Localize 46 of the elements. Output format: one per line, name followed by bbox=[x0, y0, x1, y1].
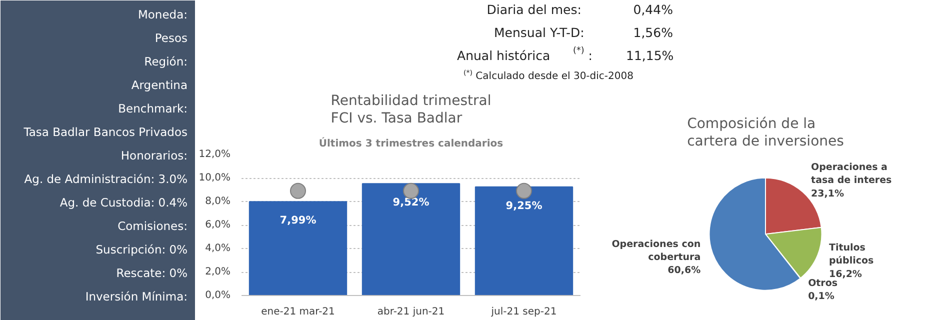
data-label: 9,52% bbox=[392, 196, 430, 209]
slice-label: Titulos públicos bbox=[828, 242, 874, 267]
slice-label: Operaciones con cobertura bbox=[612, 238, 701, 263]
y-tick-label: 8,0% bbox=[205, 196, 230, 207]
text: Diaria del mes: bbox=[486, 2, 582, 17]
text: Argentina bbox=[131, 78, 188, 92]
text: Pesos bbox=[154, 31, 188, 45]
slice-label: Otros bbox=[808, 278, 838, 290]
data-label: 60,6% bbox=[668, 265, 702, 276]
bar bbox=[362, 183, 460, 296]
text: Honorarios: bbox=[120, 148, 188, 162]
text: 1,56% bbox=[633, 25, 674, 40]
text: Moneda: bbox=[138, 8, 188, 22]
y-tick-label: 6,0% bbox=[205, 220, 230, 230]
x-tick-label: ene-21 mar-21 bbox=[261, 306, 335, 318]
x-tick-label: jul-21 sep-21 bbox=[490, 306, 557, 318]
y-tick-label: 12,0% bbox=[198, 149, 231, 160]
data-label: 7,99% bbox=[280, 214, 317, 227]
y-tick-label: 0,0% bbox=[205, 290, 230, 301]
chart-title: Composición de la cartera de inversiones bbox=[687, 116, 844, 150]
text: Ag. de Custodia: 0.4% bbox=[60, 196, 188, 210]
text: Suscripción: 0% bbox=[96, 242, 188, 256]
text: 11,15% bbox=[626, 48, 674, 63]
text: Rescate: 0% bbox=[116, 266, 188, 280]
y-tick-label: 10,0% bbox=[198, 172, 231, 184]
bar bbox=[474, 186, 574, 296]
text: Comisiones: bbox=[118, 219, 188, 233]
text: Ag. de Administración: 3.0% bbox=[24, 172, 188, 186]
x-tick-label: abr-21 jun-21 bbox=[377, 306, 445, 318]
bar bbox=[248, 201, 348, 296]
chart-subtitle: Últimos 3 trimestres calendarios bbox=[318, 136, 504, 150]
text: Tasa Badlar Bancos Privados bbox=[22, 125, 188, 139]
text: Anual histórica (*): bbox=[457, 46, 592, 63]
y-tick-label: 4,0% bbox=[205, 243, 230, 254]
y-tick-label: 2,0% bbox=[205, 266, 230, 278]
data-label: 16,2% bbox=[828, 268, 862, 280]
text: 0,44% bbox=[633, 2, 674, 17]
chart-title: Rentabilidad trimestral FCI vs. Tasa Badlar bbox=[330, 92, 492, 126]
data-label: 23,1% bbox=[811, 188, 844, 200]
text: Mensual Y-T-D: bbox=[494, 25, 584, 40]
data-label: 9,25% bbox=[506, 200, 543, 212]
data-label: 0,1% bbox=[808, 291, 835, 302]
text: Inversión Mínima: bbox=[85, 290, 188, 304]
slice-label: Operaciones a tasa de interes bbox=[811, 162, 892, 186]
text: Región: bbox=[144, 54, 188, 68]
text: Benchmark: bbox=[118, 102, 188, 116]
